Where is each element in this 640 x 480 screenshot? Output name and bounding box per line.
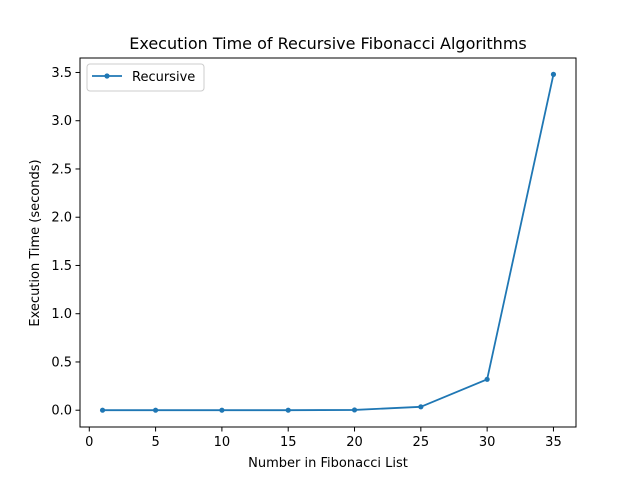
data-point [285,407,291,413]
x-tick-label: 20 [346,435,363,450]
legend-box [86,63,205,92]
data-point [99,407,106,413]
tick-layer: 0 5 10 15 20 25 30 35 0.0 0.5 1.0 1.5 2.0 2.5 3.0 3.5 [51,66,561,450]
x-axis-label: Number in Fibonacci List [248,456,408,471]
x-tick-label: 5 [151,435,159,450]
y-tick-label: 3.0 [51,114,72,129]
data-point [418,404,424,410]
y-tick-label: 2.5 [51,162,72,177]
legend: Recursive [86,63,205,92]
x-tick-label: 10 [214,435,231,450]
axes-frame [79,57,577,428]
legend-marker-icon [104,73,110,79]
plot-area [80,58,576,427]
y-axis-label: Execution Time (seconds) [28,159,43,326]
y-tick-label: 1.0 [51,307,72,322]
y-tick-label: 0.5 [51,355,72,370]
y-tick-label: 0.0 [51,404,72,419]
y-tick-label: 3.5 [51,66,72,81]
data-point [351,407,358,413]
series-layer [99,71,557,413]
plot-background [80,58,576,427]
x-tick-label: 25 [413,435,430,450]
x-tick-label: 0 [85,435,93,450]
series-line-recursive [102,74,555,412]
chart-title: Execution Time of Recursive Fibonacci Al… [129,34,526,53]
legend-label-recursive: Recursive [132,70,195,85]
y-tick-label: 1.5 [51,259,72,274]
data-point [219,407,225,413]
x-tick-label: 30 [479,435,496,450]
x-tick-label: 35 [545,435,562,450]
data-point [484,376,490,382]
data-point [550,71,557,77]
x-tick-label: 15 [280,435,297,450]
data-point [152,407,159,413]
axes-layer [79,57,577,428]
y-tick-label: 2.0 [51,211,72,226]
